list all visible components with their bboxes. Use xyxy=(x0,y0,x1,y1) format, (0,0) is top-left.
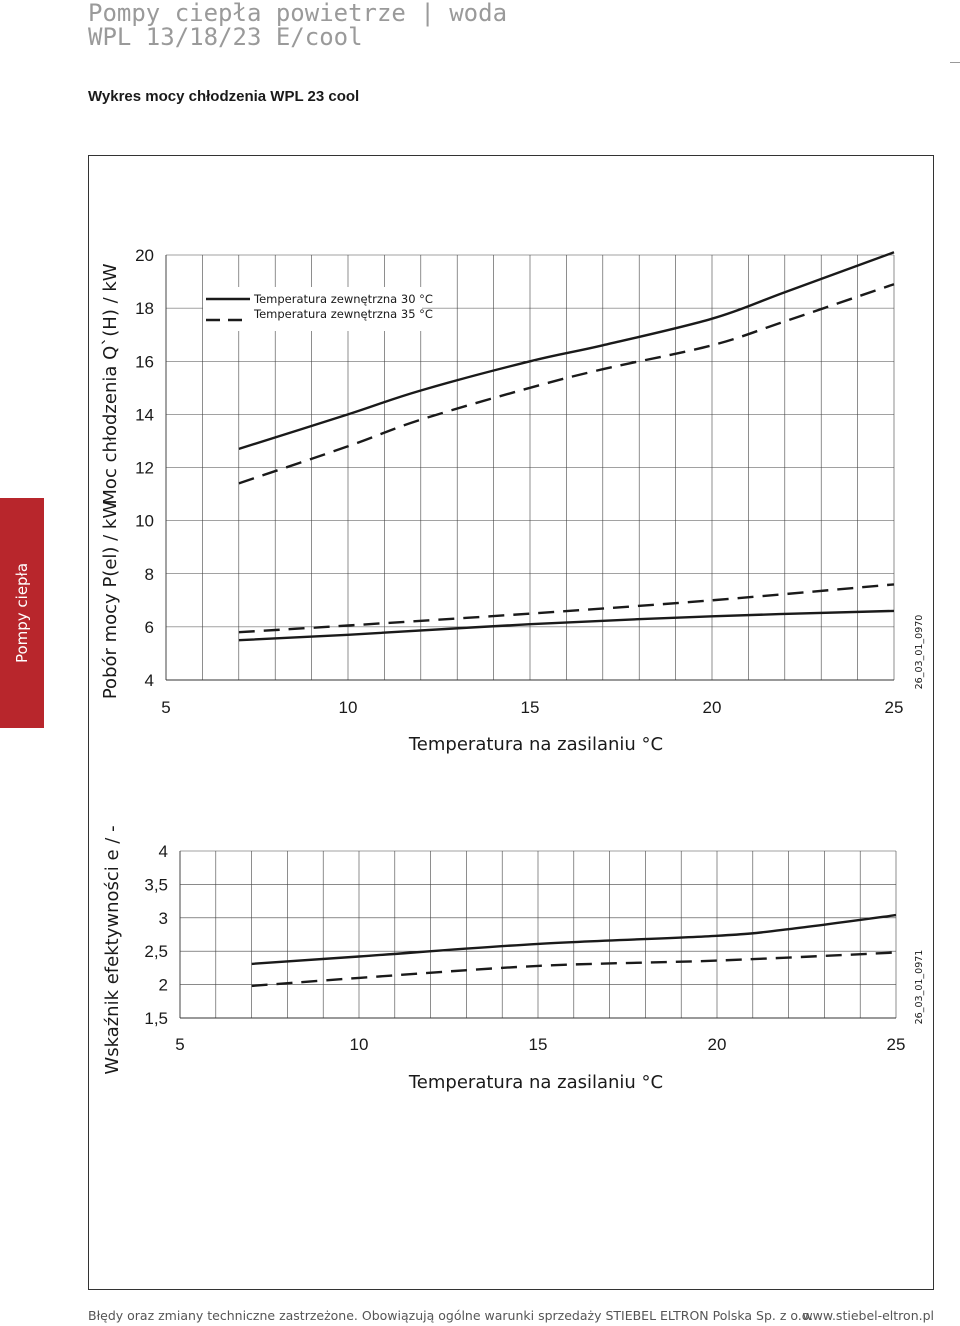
series-line-solid xyxy=(238,251,895,451)
y-tick-label: 16 xyxy=(135,352,154,371)
y-tick-label: 3,5 xyxy=(144,875,168,894)
y-tick-label: 2 xyxy=(159,976,168,995)
section-title: Wykres mocy chłodzenia WPL 23 cool xyxy=(88,88,360,105)
corner-mark xyxy=(950,62,960,63)
document-subtitle: WPL 13/18/23 E/cool xyxy=(88,23,363,51)
x-tick-label: 5 xyxy=(175,1035,184,1054)
footer-disclaimer: Błędy oraz zmiany techniczne zastrzeżone… xyxy=(88,1308,814,1323)
x-axis-label: Temperatura na zasilaniu °C xyxy=(408,734,663,755)
x-tick-label: 15 xyxy=(521,698,540,717)
series-line-dashed xyxy=(251,951,897,988)
legend-box xyxy=(203,287,422,331)
y-tick-label: 6 xyxy=(145,618,154,637)
figure-code: 26_03_01_0970 xyxy=(914,615,925,690)
x-tick-label: 5 xyxy=(161,698,170,717)
x-tick-label: 20 xyxy=(708,1035,727,1054)
y-axis-label-efficiency: Wskaźnik efektywności e / - xyxy=(102,825,123,1074)
x-tick-label: 10 xyxy=(350,1035,369,1054)
series-line-solid xyxy=(251,913,897,966)
x-axis-label: Temperatura na zasilaniu °C xyxy=(408,1072,663,1093)
y-tick-label: 12 xyxy=(135,459,154,478)
footer-website[interactable]: www.stiebel-eltron.pl xyxy=(802,1308,934,1323)
series-line-solid xyxy=(238,609,895,642)
x-tick-label: 25 xyxy=(887,1035,906,1054)
figure-frame xyxy=(88,155,934,1290)
document-title: Pompy ciepła powietrze | woda xyxy=(88,0,508,27)
legend: Temperatura zewnętrzna 30 °CTemperatura … xyxy=(203,287,433,331)
x-tick-label: 25 xyxy=(885,698,904,717)
figure-code: 26_03_01_0971 xyxy=(914,950,925,1025)
x-tick-label: 10 xyxy=(339,698,358,717)
x-tick-label: 20 xyxy=(703,698,722,717)
chart-cooling-power: 4 6 8 10 12 14 16 18 20 5 10 15 20 25 Temperatura na z… xyxy=(100,246,925,755)
y-axis-label-power: Pobór mocy P(el) / kW xyxy=(100,501,121,700)
y-axis-label-cooling: Moc chłodzenia Q`(H) / kW xyxy=(100,263,121,504)
y-tick-label: 10 xyxy=(135,512,154,531)
chart-efficiency: 1,5 2 2,5 3 3,5 4 5 10 15 20 25 Temperatura na zasi… xyxy=(102,825,925,1093)
legend-label: Temperatura zewnętrzna 30 °C xyxy=(253,292,433,306)
y-tick-label: 4 xyxy=(159,842,168,861)
y-tick-label: 18 xyxy=(135,299,154,318)
y-tick-label: 3 xyxy=(159,909,168,928)
side-tab[interactable]: Pompy ciepła xyxy=(0,498,44,728)
legend-label: Temperatura zewnętrzna 35 °C xyxy=(253,307,433,321)
x-tick-label: 15 xyxy=(529,1035,548,1054)
y-tick-label: 1,5 xyxy=(144,1009,168,1028)
y-tick-label: 8 xyxy=(145,565,154,584)
y-tick-label: 4 xyxy=(145,671,154,690)
series-line-dashed xyxy=(238,583,895,634)
y-tick-label: 14 xyxy=(135,405,154,424)
y-tick-label: 2,5 xyxy=(144,942,168,961)
y-tick-label: 20 xyxy=(135,246,154,265)
